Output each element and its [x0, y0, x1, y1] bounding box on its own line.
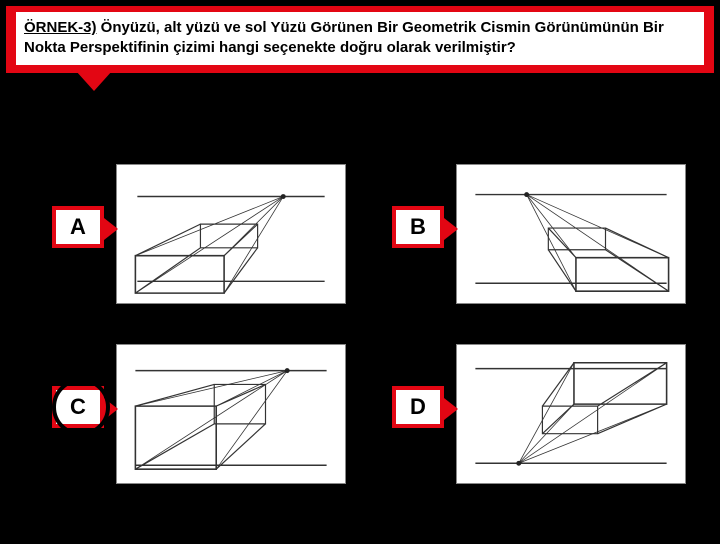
option-panel-a [116, 164, 346, 304]
option-label-d: D [390, 384, 446, 430]
perspective-drawing-d [457, 345, 685, 483]
option-label-text: D [396, 390, 440, 424]
option-label-text: A [56, 210, 100, 244]
question-body: Önyüzü, alt yüzü ve sol Yüzü Görünen Bir… [24, 19, 664, 56]
label-arrow-icon [104, 218, 118, 240]
question-text: ÖRNEK-3) Önyüzü, alt yüzü ve sol Yüzü Gö… [24, 18, 696, 59]
option-label-a: A [50, 204, 106, 250]
perspective-drawing-a [117, 165, 345, 303]
option-panel-c [116, 344, 346, 484]
option-label-b: B [390, 204, 446, 250]
perspective-drawing-b [457, 165, 685, 303]
options-grid: A B C D [0, 144, 720, 544]
option-label-text: B [396, 210, 440, 244]
question-lead: ÖRNEK-3) [24, 19, 97, 36]
question-header-inner: ÖRNEK-3) Önyüzü, alt yüzü ve sol Yüzü Gö… [16, 12, 704, 65]
option-panel-b [456, 164, 686, 304]
header-callout-arrow-icon [76, 71, 112, 91]
label-arrow-icon [444, 398, 458, 420]
option-panel-d [456, 344, 686, 484]
correct-answer-ring-icon [52, 378, 110, 436]
question-header: ÖRNEK-3) Önyüzü, alt yüzü ve sol Yüzü Gö… [4, 4, 716, 75]
perspective-drawing-c [117, 345, 345, 483]
label-arrow-icon [444, 218, 458, 240]
